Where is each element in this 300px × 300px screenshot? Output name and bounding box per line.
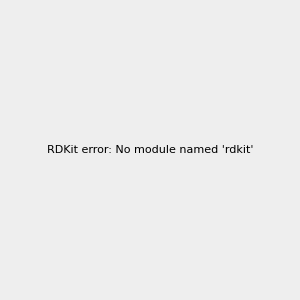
- Text: RDKit error: No module named 'rdkit': RDKit error: No module named 'rdkit': [47, 145, 253, 155]
